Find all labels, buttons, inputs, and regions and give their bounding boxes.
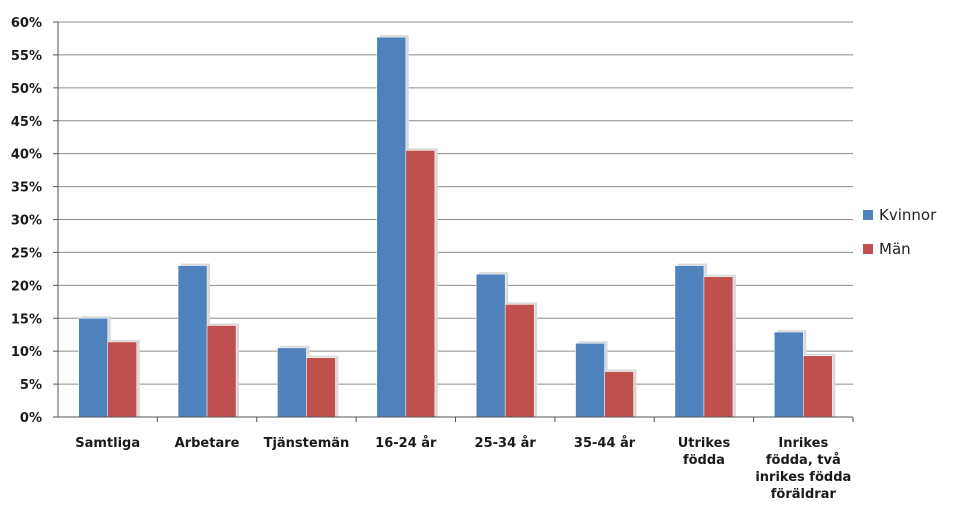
y-tick-label: 40% [11,148,42,163]
legend-swatch [863,210,873,220]
legend-label: Män [879,240,911,258]
y-tick-label: 60% [11,16,42,31]
x-category-label: Tjänstemän [264,436,350,451]
y-tick-label: 0% [20,411,42,426]
x-category-label: 35-44 år [574,436,636,451]
x-axis-category-labels: Samtliga Arbetare Tjänstemän 16-24 år 25-34 … [75,436,851,502]
legend-label: Kvinnor [879,206,937,224]
y-tick-label: 45% [11,115,42,130]
bar-män [504,304,535,418]
bar-män [703,276,734,418]
bar-män [206,325,237,418]
bar-män [803,355,833,418]
bar-kvinnor [674,265,705,418]
bar-kvinnor [277,347,307,418]
y-tick-label: 35% [11,181,42,196]
y-tick-label: 5% [20,378,42,393]
y-tick-label: 20% [11,279,42,294]
y-tick-label: 15% [11,312,42,327]
x-category-label: Inrikes [778,436,828,451]
y-tick-label: 10% [11,345,42,360]
x-category-label: 16-24 år [375,436,437,451]
x-category-label: födda [683,453,725,468]
x-category-label: föräldrar [771,487,837,502]
x-category-label: 25-34 år [475,436,537,451]
bar-kvinnor [774,331,804,418]
legend: Kvinnor Män [863,206,937,258]
bar-kvinnor [575,343,605,418]
bar-kvinnor [177,265,208,418]
y-tick-label: 25% [11,246,42,261]
y-tick-label: 50% [11,82,42,97]
bar-kvinnor [475,273,506,418]
bar-män [604,371,634,418]
y-tick-label: 30% [11,214,42,229]
x-category-label: Arbetare [175,436,240,451]
legend-swatch [863,244,873,254]
bar-kvinnor [78,318,108,418]
axes [53,21,854,422]
bar-män [306,357,336,418]
bars [78,35,836,418]
x-category-label: inrikes födda [755,470,851,485]
x-category-label: Utrikes [678,436,731,451]
y-tick-label: 55% [11,49,42,64]
x-category-label: Samtliga [75,436,140,451]
x-category-label: födda, två [766,453,841,468]
bar-män [107,341,137,418]
y-axis-tick-labels: 0% 5% 10% 15% 20% 25% 30% 35% 40% 45% 50% 55% 60% [11,16,42,426]
bar-kvinnor [376,36,407,418]
bar-män [405,150,436,418]
